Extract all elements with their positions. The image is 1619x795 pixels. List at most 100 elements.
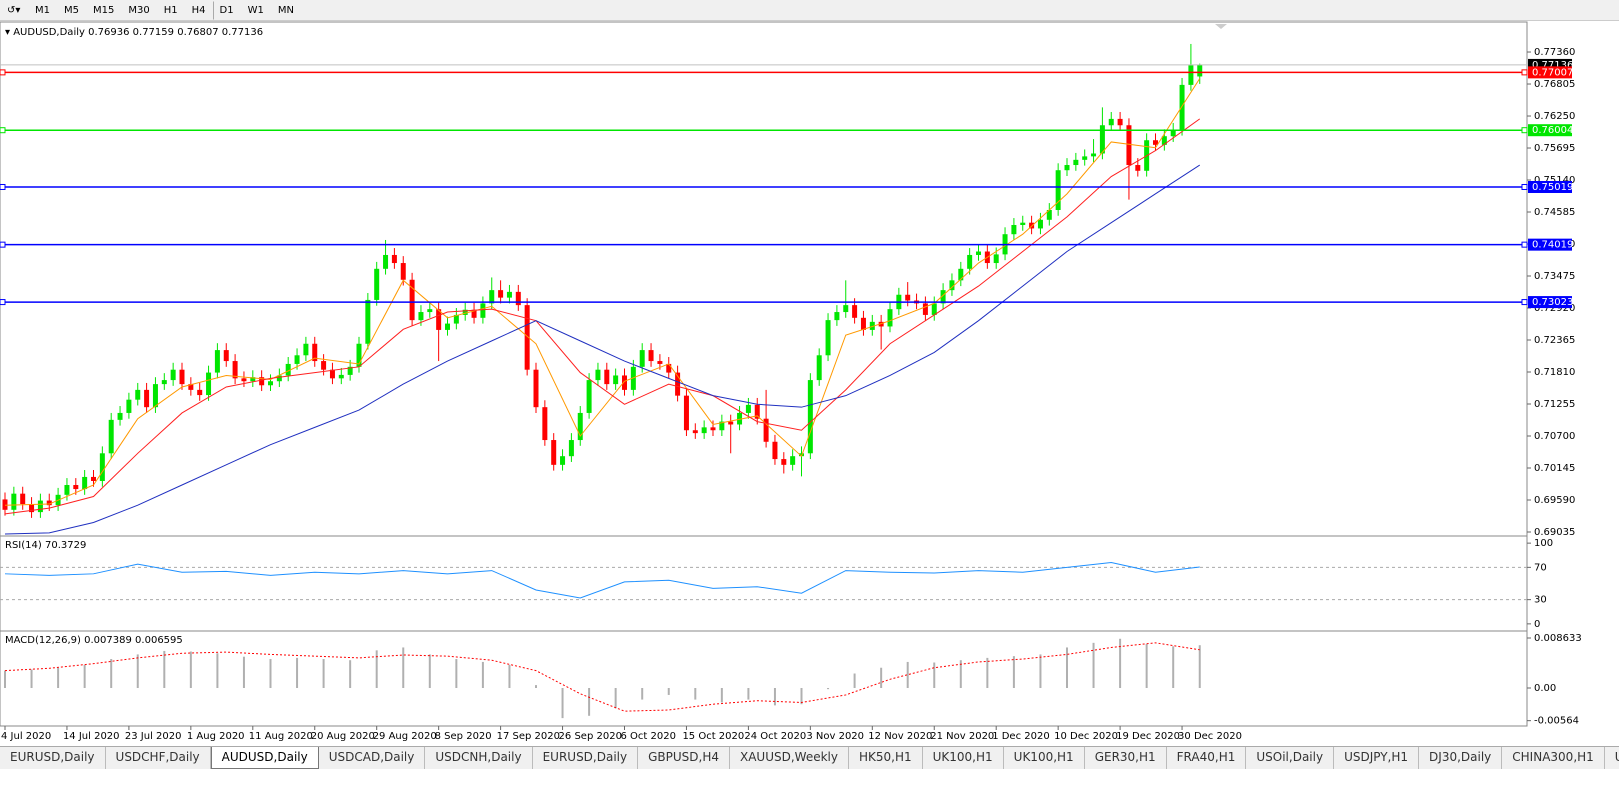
candle-body bbox=[506, 291, 512, 298]
chart-tab[interactable]: FRA40,H1 bbox=[1167, 747, 1247, 769]
candle-body bbox=[710, 427, 716, 431]
x-tick-label: 3 Nov 2020 bbox=[806, 731, 864, 742]
chart-tab[interactable]: USDCNH,Daily bbox=[425, 747, 533, 769]
candle-body bbox=[683, 395, 689, 431]
timeframe-button[interactable]: M15 bbox=[93, 4, 115, 16]
level-label: 0.73023 bbox=[1532, 297, 1573, 308]
timeframe-button[interactable]: H1 bbox=[163, 4, 178, 16]
macd-bar bbox=[322, 659, 325, 688]
macd-tick-label: 0.008633 bbox=[1534, 633, 1582, 644]
candle-body bbox=[188, 384, 194, 390]
chart-tab[interactable]: GBPUSD,H4 bbox=[638, 747, 730, 769]
chart-tab[interactable]: EURUSD,Daily bbox=[0, 747, 106, 769]
macd-bar bbox=[508, 664, 511, 688]
level-tag bbox=[1528, 66, 1572, 79]
candle-body bbox=[958, 268, 964, 281]
candle-body bbox=[1108, 118, 1114, 126]
candle-body bbox=[781, 459, 787, 465]
chart: ▾ AUDUSD,Daily 0.76936 0.77159 0.76807 0… bbox=[0, 21, 1582, 742]
candle-body bbox=[409, 279, 415, 321]
candle-body bbox=[241, 378, 247, 382]
macd-bar bbox=[880, 667, 883, 688]
header: ▾ AUDUSD,Daily 0.76936 0.77159 0.76807 0… bbox=[5, 27, 263, 38]
candle-body bbox=[1161, 136, 1167, 145]
chart-tab[interactable]: AUDUSD,Daily bbox=[210, 747, 319, 769]
toolbar-icon[interactable]: ↺▾ bbox=[7, 4, 21, 16]
candle-body bbox=[772, 441, 778, 460]
timeframe-button[interactable]: MN bbox=[277, 4, 294, 16]
candle-body bbox=[20, 493, 26, 505]
candle-body bbox=[206, 372, 212, 396]
timeframe-button[interactable]: M30 bbox=[128, 4, 150, 16]
level-handle bbox=[1521, 183, 1528, 190]
timeframe-button[interactable]: H4 bbox=[191, 4, 206, 16]
y-tick-label: 0.73475 bbox=[1534, 271, 1575, 282]
chart-tab[interactable]: XAUUSD,Weekly bbox=[730, 747, 849, 769]
candle-body bbox=[1011, 224, 1017, 235]
candle-body bbox=[931, 303, 937, 315]
level-handle bbox=[0, 127, 6, 134]
chart-tab[interactable]: USOil,Daily bbox=[1246, 747, 1335, 769]
macd-header: MACD(12,26,9) 0.007389 0.006595 bbox=[5, 635, 183, 646]
chart-tab[interactable]: USDJPY,H1 bbox=[1334, 747, 1420, 769]
macd-bar bbox=[853, 673, 856, 688]
rsi-tick-label: 100 bbox=[1534, 538, 1553, 549]
signal-value: 0.006595 bbox=[135, 635, 183, 646]
x-tick-label: 30 Dec 2020 bbox=[1178, 731, 1242, 742]
symbol: AUDUSD,Daily bbox=[13, 27, 85, 38]
candle-body bbox=[329, 369, 335, 379]
macd-bar bbox=[1198, 645, 1201, 688]
candle-body bbox=[940, 290, 946, 304]
chart-tab[interactable]: CHINA300,H1 bbox=[1502, 747, 1605, 769]
candle-body bbox=[675, 372, 681, 396]
candle-body bbox=[462, 309, 468, 315]
timeframe-button[interactable]: M1 bbox=[35, 4, 50, 16]
candle-body bbox=[29, 504, 35, 513]
candle-body bbox=[356, 343, 362, 367]
macd-bar bbox=[827, 687, 830, 690]
macd-bar bbox=[1172, 646, 1175, 688]
level-label: 0.76004 bbox=[1532, 125, 1573, 136]
chart-tab[interactable]: EURUSD,Daily bbox=[533, 747, 639, 769]
chart-tab[interactable]: US bbox=[1605, 747, 1619, 769]
chart-tab[interactable]: GER30,H1 bbox=[1085, 747, 1167, 769]
candle-body bbox=[1135, 165, 1141, 171]
plot-frame bbox=[0, 21, 1528, 727]
candle-body bbox=[223, 350, 229, 362]
candle-body bbox=[1037, 219, 1043, 229]
level-handle bbox=[1521, 69, 1528, 76]
chart-tab[interactable]: UK100,H1 bbox=[1004, 747, 1085, 769]
candle-body bbox=[489, 290, 495, 304]
macd-tick-label: 0.00 bbox=[1534, 683, 1556, 694]
macd-bar bbox=[189, 651, 192, 688]
candle-body bbox=[701, 427, 707, 434]
chart-tab[interactable]: DJ30,Daily bbox=[1419, 747, 1503, 769]
x-tick-label: 10 Dec 2020 bbox=[1054, 731, 1118, 742]
toolbar: ↺▾ M1 M5 M15 M30 H1 H4 D1 W1 MN bbox=[0, 0, 1619, 21]
macd-bar bbox=[747, 687, 750, 700]
timeframe-button[interactable]: M5 bbox=[64, 4, 79, 16]
candle-body bbox=[37, 500, 43, 513]
chart-tab[interactable]: USDCHF,Daily bbox=[106, 747, 211, 769]
chart-tab[interactable]: HK50,H1 bbox=[849, 747, 923, 769]
y-tick-label: 0.71810 bbox=[1534, 367, 1575, 378]
candle-body bbox=[869, 321, 875, 330]
level-handle bbox=[0, 299, 6, 306]
moving-average bbox=[4, 164, 1201, 535]
level-handle bbox=[0, 241, 6, 248]
candle-body bbox=[82, 476, 88, 490]
candle-body bbox=[285, 363, 291, 376]
timeframe-button[interactable]: D1 bbox=[212, 0, 241, 20]
timeframe-button[interactable]: W1 bbox=[247, 4, 264, 16]
candle-body bbox=[1170, 129, 1176, 137]
chart-tab[interactable]: UK100,H1 bbox=[923, 747, 1004, 769]
macd-bar bbox=[561, 687, 564, 719]
x-tick-label: 8 Sep 2020 bbox=[435, 731, 492, 742]
candle-body bbox=[303, 343, 309, 356]
y-tick-label: 0.76805 bbox=[1534, 79, 1575, 90]
candle-body bbox=[630, 366, 636, 390]
candle-body bbox=[498, 290, 504, 298]
macd-bar bbox=[667, 687, 670, 695]
chart-tab[interactable]: USDCAD,Daily bbox=[319, 747, 426, 769]
candle-body bbox=[790, 456, 796, 465]
